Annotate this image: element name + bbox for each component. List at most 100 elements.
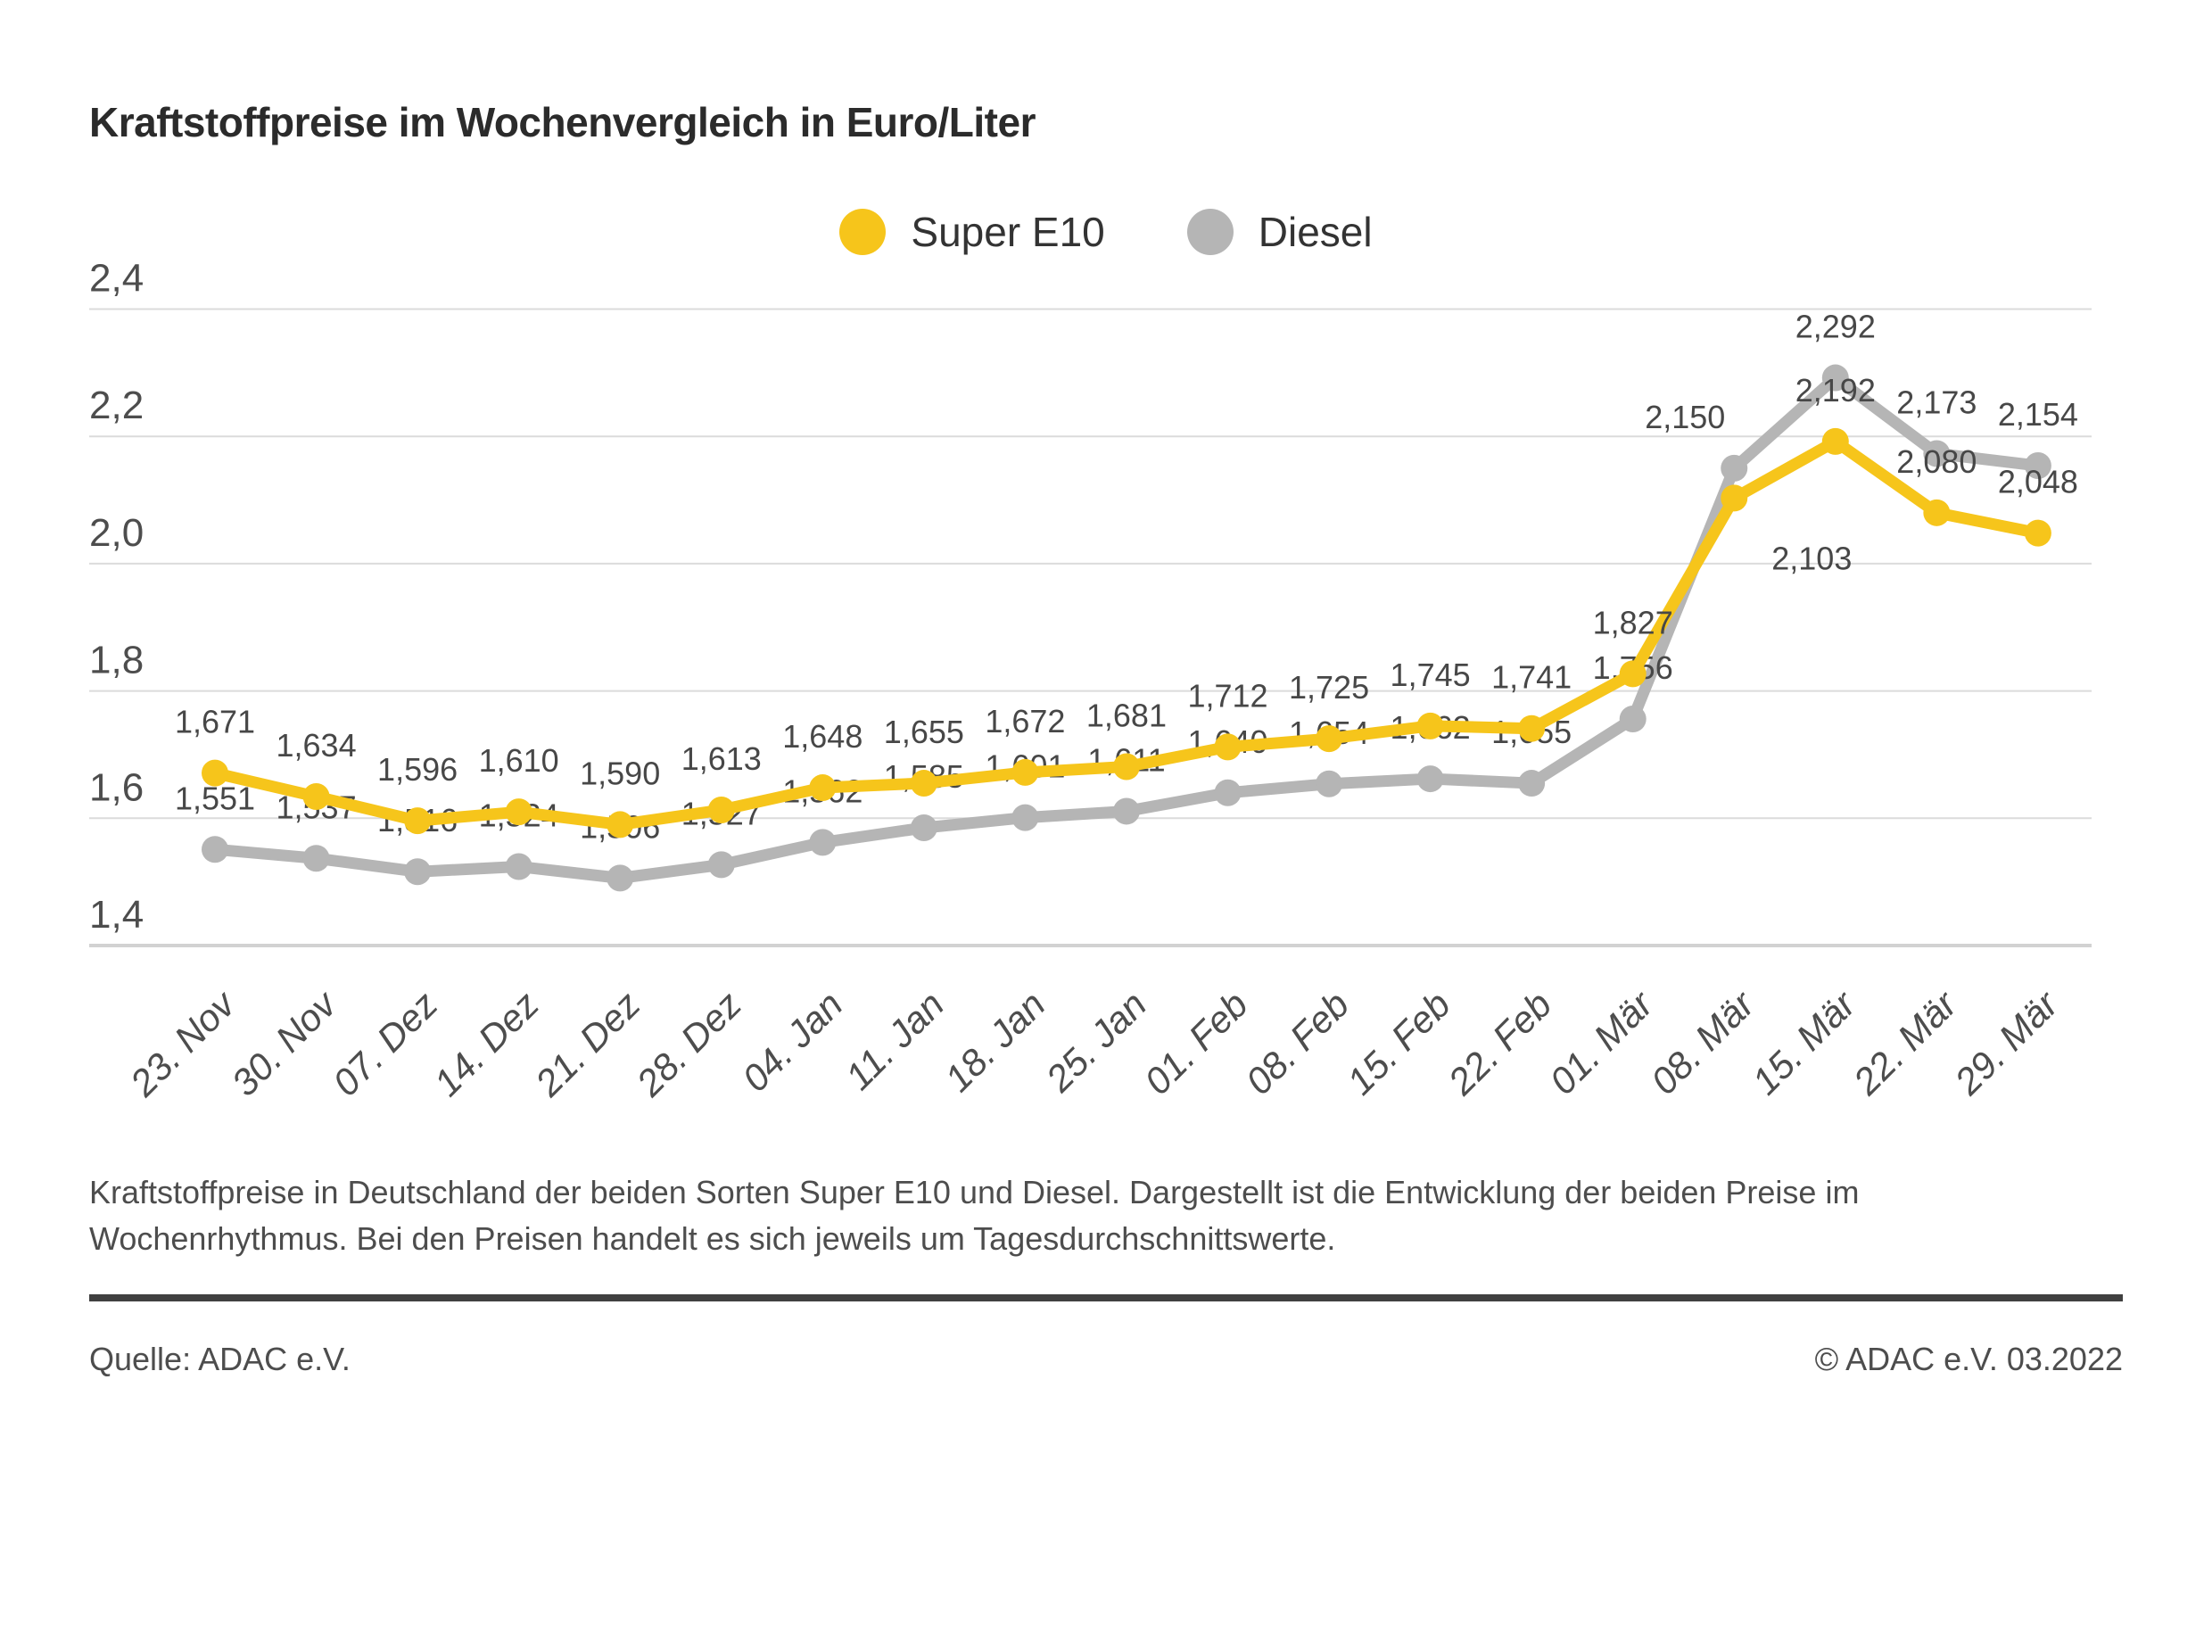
data-point-label-super-e10: 1,596 [377,751,458,788]
data-point-label-diesel: 2,173 [1896,384,1977,420]
data-point-diesel [1011,804,1039,831]
data-point-diesel [1518,769,1546,797]
data-point-label-super-e10: 2,103 [1771,540,1852,576]
y-tick-label: 1,6 [89,765,144,809]
chart-description: Kraftstoffpreise in Deutschland der beid… [89,1173,1860,1257]
data-point-diesel [202,835,228,863]
x-tick-label: 07. Dez [325,983,446,1104]
data-point-super-e10 [1721,484,1748,512]
data-point-diesel [404,857,432,885]
data-point-diesel [1821,364,1849,392]
data-point-diesel [809,829,837,856]
x-tick-label: 25. Jan [1037,983,1154,1100]
chart-title: Kraftstoffpreise im Wochenvergleich in E… [89,99,1036,145]
x-tick-label: 15. Feb [1339,983,1458,1103]
x-tick-label: 01. Feb [1136,983,1256,1103]
data-point-diesel [1416,764,1444,792]
data-point-super-e10 [607,811,634,838]
data-point-label-super-e10: 1,634 [276,727,357,764]
data-point-diesel [707,850,735,878]
data-point-diesel [1619,705,1647,732]
x-tick-label: 08. Feb [1237,983,1357,1103]
x-tick-label: 08. Mär [1643,981,1763,1102]
data-point-diesel [607,863,634,891]
copyright-text: © ADAC e.V. 03.2022 [1814,1340,2123,1377]
y-tick-label: 1,4 [89,893,144,937]
data-point-super-e10 [1011,758,1039,786]
data-point-label-super-e10: 1,681 [1086,697,1167,733]
data-point-label-super-e10: 1,745 [1391,656,1471,692]
y-tick-label: 2,0 [89,510,144,554]
x-tick-label: 15. Mär [1744,981,1864,1102]
legend-label-super-e10: Super E10 [911,208,1105,255]
data-point-super-e10 [1821,427,1849,455]
legend: Super E10 Diesel [0,208,2212,256]
data-point-super-e10 [2024,519,2051,547]
divider [89,1293,2123,1301]
data-point-label-diesel: 2,292 [1795,308,1876,344]
diesel-dot-icon [1186,208,1234,255]
legend-item-diesel: Diesel [1186,208,1373,256]
data-point-diesel [1721,454,1748,482]
data-point-label-super-e10: 1,655 [884,714,964,750]
x-tick-label: 01. Mär [1541,981,1662,1102]
data-point-super-e10 [809,773,837,801]
data-point-label-super-e10: 1,827 [1593,604,1673,640]
data-point-label-super-e10: 1,741 [1491,658,1572,695]
x-tick-label: 21. Dez [526,983,648,1104]
data-point-super-e10 [1416,712,1444,739]
data-point-label-super-e10: 1,613 [681,740,762,777]
data-point-diesel [2024,451,2051,479]
x-tick-label: 22. Mär [1845,981,1966,1103]
data-point-super-e10 [505,797,532,825]
data-point-label-super-e10: 1,590 [580,755,660,791]
data-point-label-super-e10: 1,672 [985,703,1065,739]
data-point-super-e10 [707,796,735,823]
data-point-label-super-e10: 2,192 [1795,372,1876,409]
x-tick-label: 11. Jan [838,983,952,1097]
data-point-label-diesel: 2,154 [1998,396,2078,433]
legend-item-super-e10: Super E10 [839,208,1105,256]
data-point-label-diesel: 2,150 [1645,398,1725,434]
y-tick-label: 2,2 [89,384,144,427]
data-point-super-e10 [1619,659,1647,687]
x-tick-label: 29. Mär [1946,981,2068,1103]
super-e10-dot-icon [839,208,887,255]
data-point-super-e10 [1214,732,1242,760]
x-tick-label: 30. Nov [223,981,346,1104]
y-tick-label: 1,8 [89,638,144,681]
data-point-super-e10 [1923,499,1951,526]
data-point-super-e10 [910,769,937,797]
data-point-super-e10 [404,806,432,834]
x-tick-label: 14. Dez [425,983,547,1104]
data-point-label-super-e10: 1,725 [1289,669,1369,706]
y-tick-label: 2,4 [89,256,144,300]
data-point-super-e10 [1112,753,1140,781]
data-point-super-e10 [1518,714,1546,742]
source-text: Quelle: ADAC e.V. [89,1340,351,1377]
data-point-label-super-e10: 1,648 [782,718,863,755]
data-point-diesel [1112,797,1140,825]
x-tick-label: 18. Jan [937,983,1053,1100]
data-point-super-e10 [1316,724,1343,752]
data-point-diesel [505,853,532,880]
data-point-label-super-e10: 2,080 [1896,442,1977,479]
x-tick-label: 28. Dez [628,983,749,1104]
x-tick-label: 04. Jan [734,983,851,1100]
data-point-diesel [1214,779,1242,806]
x-tick-label: 23. Nov [121,981,244,1104]
data-point-super-e10 [202,759,228,787]
data-point-diesel [1316,770,1343,797]
x-tick-label: 22. Feb [1440,983,1560,1103]
data-point-diesel [302,844,330,871]
footer: Quelle: ADAC e.V. © ADAC e.V. 03.2022 [89,1341,2123,1378]
data-point-label-super-e10: 1,671 [175,703,255,739]
legend-label-diesel: Diesel [1258,208,1373,255]
data-point-super-e10 [302,782,330,810]
data-point-diesel [1923,440,1951,467]
data-point-label-super-e10: 1,712 [1187,677,1267,714]
data-point-diesel [910,814,937,841]
data-point-label-super-e10: 2,048 [1998,463,2078,500]
data-point-label-super-e10: 1,610 [479,742,559,779]
